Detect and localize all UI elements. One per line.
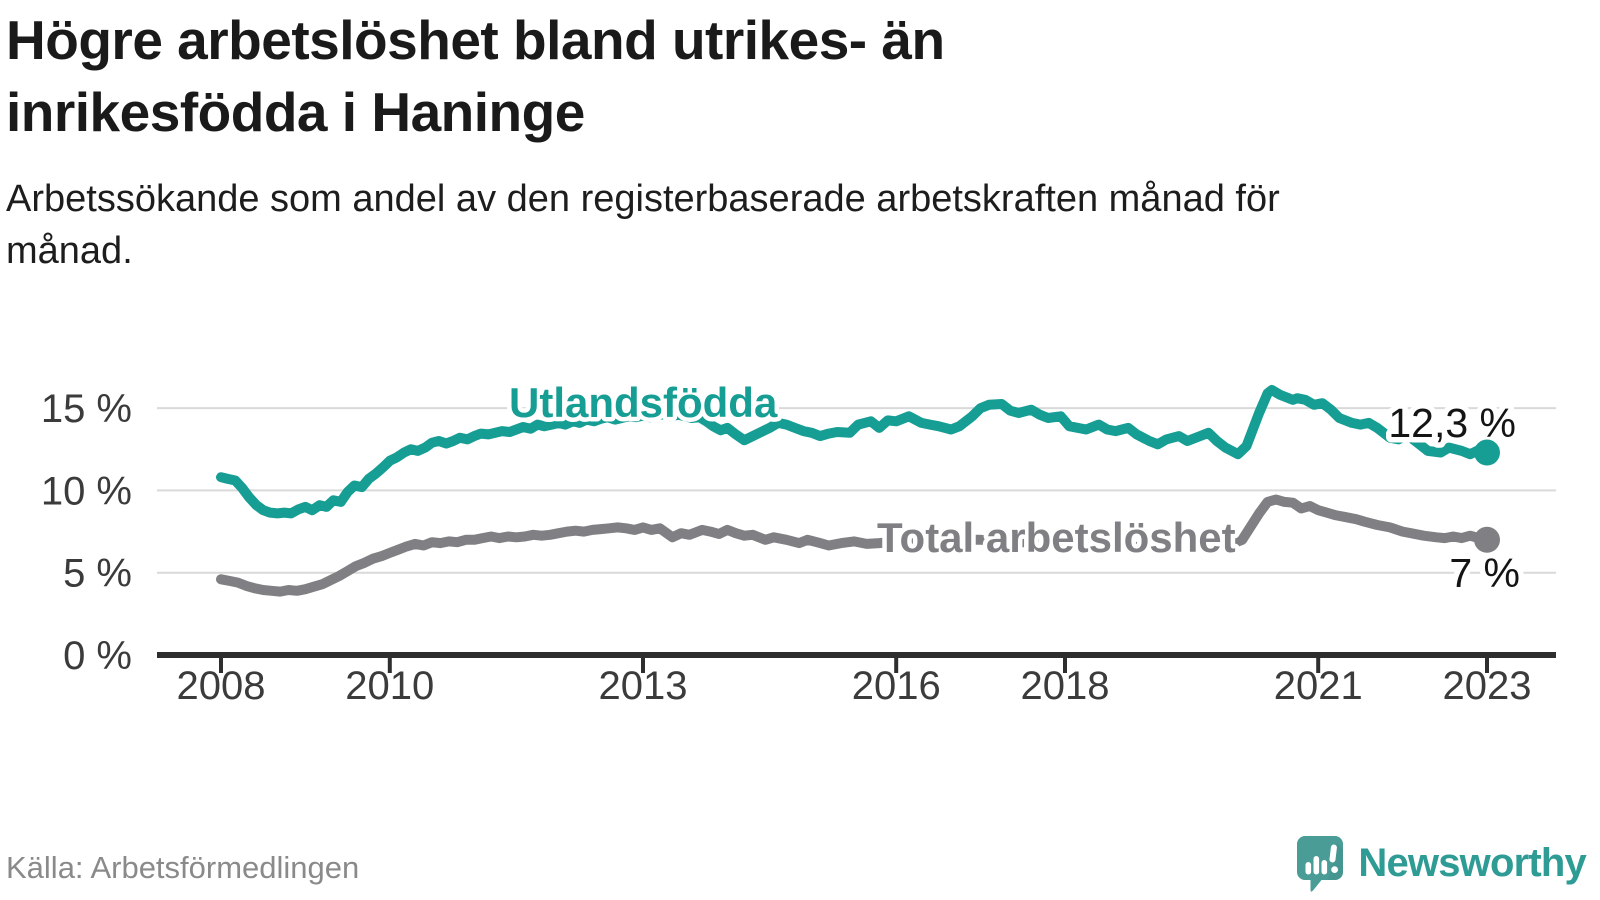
series-label-total-arbetsloshet: Total arbetslöshet bbox=[877, 514, 1236, 561]
y-tick-label-5: 5 % bbox=[63, 552, 132, 596]
header: Högre arbetslöshet bland utrikes- än inr… bbox=[6, 4, 1580, 277]
x-tick-label-2021: 2021 bbox=[1274, 664, 1363, 708]
newsworthy-logo-icon bbox=[1297, 836, 1344, 892]
series-label-utlandsfodda: Utlandsfödda bbox=[509, 379, 778, 426]
newsworthy-wordmark: Newsworthy bbox=[1358, 841, 1586, 885]
y-tick-label-0: 0 % bbox=[63, 634, 132, 678]
end-dot-utlandsfodda bbox=[1474, 439, 1500, 466]
x-tick-label-2023: 2023 bbox=[1443, 664, 1532, 708]
y-tick-label-10: 10 % bbox=[41, 469, 132, 513]
x-tick-label-2010: 2010 bbox=[345, 664, 434, 708]
source-note: Källa: Arbetsförmedlingen bbox=[6, 850, 360, 885]
x-tick-label-2008: 2008 bbox=[177, 664, 266, 708]
page-subtitle: Arbetssökande som andel av den registerb… bbox=[6, 178, 1280, 272]
end-value-label-utlandsfodda: 12,3 % bbox=[1388, 400, 1516, 446]
x-tick-label-2016: 2016 bbox=[852, 664, 941, 708]
newsworthy-brand: Newsworthy bbox=[1294, 833, 1587, 894]
end-dot-total-arbetsloshet bbox=[1474, 526, 1500, 553]
x-tick-label-2018: 2018 bbox=[1021, 664, 1110, 708]
series-line-utlandsfodda bbox=[216, 385, 1492, 519]
line-chart: 0 % 5 % 10 % 15 % 2008 2010 2013 2016 2018 2021 20… bbox=[41, 375, 1556, 708]
page-title: Högre arbetslöshet bland utrikes- än inr… bbox=[6, 9, 945, 144]
x-tick-label-2013: 2013 bbox=[599, 664, 688, 708]
end-value-label-total-arbetsloshet: 7 % bbox=[1449, 550, 1520, 596]
y-tick-label-15: 15 % bbox=[41, 387, 132, 431]
series-line-total-arbetsloshet bbox=[216, 494, 1492, 597]
